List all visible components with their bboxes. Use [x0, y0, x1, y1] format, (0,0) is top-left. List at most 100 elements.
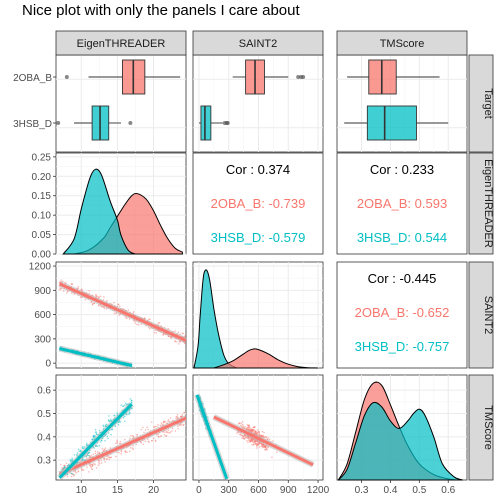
scatter-point [269, 439, 271, 441]
scatter-point [66, 292, 68, 294]
scatter-point [124, 439, 126, 441]
scatter-point [71, 457, 73, 459]
scatter-point [243, 425, 245, 427]
scatter-point [90, 464, 92, 466]
scatter-point [78, 449, 80, 451]
scatter-point [132, 435, 134, 437]
scatter-point [77, 471, 79, 473]
tick-label-tmscore: 0.4 [37, 432, 51, 443]
tick-label-eigenthreader: 15 [112, 485, 124, 496]
scatter-point [64, 465, 66, 467]
scatter-point [82, 447, 84, 449]
scatter-point [156, 426, 158, 428]
scatter-point [72, 473, 74, 475]
scatter-point [175, 418, 177, 420]
scatter-point [92, 454, 94, 456]
boxplot-box [201, 106, 211, 140]
scatter-point [114, 414, 116, 416]
scatter-point [183, 412, 185, 414]
tick-label-density: 0.20 [32, 172, 52, 183]
scatter-point [118, 424, 120, 426]
scatter-point [106, 424, 108, 426]
scatter-point [177, 428, 179, 430]
scatter-point [130, 447, 132, 449]
scatter-point [259, 432, 261, 434]
scatter-point [88, 290, 90, 292]
scatter-point [254, 443, 256, 445]
scatter-point [97, 451, 99, 453]
scatter-point [178, 332, 180, 334]
scatter-point [109, 456, 111, 458]
scatter-point [175, 430, 177, 432]
scatter-point [110, 434, 112, 436]
tick-label-density: 0.25 [32, 152, 52, 163]
scatter-point [96, 296, 98, 298]
scatter-point [149, 328, 151, 330]
scatter-point [256, 447, 258, 449]
scatter-point [96, 433, 98, 435]
scatter-point [81, 469, 83, 471]
scatter-point [248, 427, 250, 429]
scatter-point [105, 447, 107, 449]
correlation-overall: Cor : 0.374 [226, 162, 290, 177]
scatter-point [138, 324, 140, 326]
scatter-point [89, 465, 91, 467]
correlation-group-3hsb_d: 3HSB_D: -0.757 [355, 339, 450, 354]
scatter-point [107, 438, 109, 440]
scatter-point [133, 449, 135, 451]
scatter-point [171, 430, 173, 432]
scatter-point [129, 451, 131, 453]
scatter-point [93, 463, 95, 465]
tick-label-tmscore: 0.6 [37, 386, 51, 397]
scatter-point [88, 471, 90, 473]
scatter-point [115, 442, 117, 444]
scatter-point [181, 414, 183, 416]
scatter-point [98, 465, 100, 467]
scatter-point [182, 333, 184, 335]
scatter-point [168, 430, 170, 432]
scatter-point [86, 457, 88, 459]
scatter-point [252, 441, 254, 443]
scatter-point [250, 441, 252, 443]
scatter-point [247, 442, 249, 444]
scatter-point [253, 430, 255, 432]
scatter-point [155, 440, 157, 442]
tick-label-tmscore: 0.5 [412, 485, 426, 496]
scatter-point [176, 416, 178, 418]
scatter-point [146, 427, 148, 429]
tick-label-eigenthreader: 10 [76, 485, 88, 496]
scatter-point [177, 414, 179, 416]
scatter-point [241, 437, 243, 439]
scatter-point [92, 303, 94, 305]
scatter-point [136, 324, 138, 326]
scatter-point [63, 290, 64, 292]
scatter-point [101, 462, 103, 464]
tick-label-tmscore: 0.4 [383, 485, 397, 496]
scatter-point [140, 429, 142, 431]
scatter-point [108, 415, 110, 417]
scatter-point [77, 452, 79, 454]
boxplot-outlier [56, 121, 60, 125]
scatter-point [153, 426, 155, 428]
scatter-point [262, 446, 264, 448]
scatter-point [258, 431, 260, 433]
scatter-point [166, 431, 168, 433]
scatter-point [129, 412, 131, 414]
scatter-point [271, 456, 273, 458]
scatter-point [254, 440, 256, 442]
scatter-point [98, 445, 100, 447]
scatter-point [242, 421, 244, 423]
scatter-point [119, 305, 121, 307]
scatter-point [59, 289, 61, 291]
tick-label-saint2: 0 [196, 485, 202, 496]
scatter-point [124, 421, 126, 423]
scatter-point [165, 435, 167, 437]
scatter-point [163, 421, 165, 423]
tick-label-saint2: 0 [45, 359, 51, 370]
scatter-point [60, 464, 62, 466]
scatter-point [167, 420, 169, 422]
scatter-point [246, 440, 248, 442]
boxplot-box [367, 106, 416, 140]
boxplot-outlier [301, 75, 305, 79]
